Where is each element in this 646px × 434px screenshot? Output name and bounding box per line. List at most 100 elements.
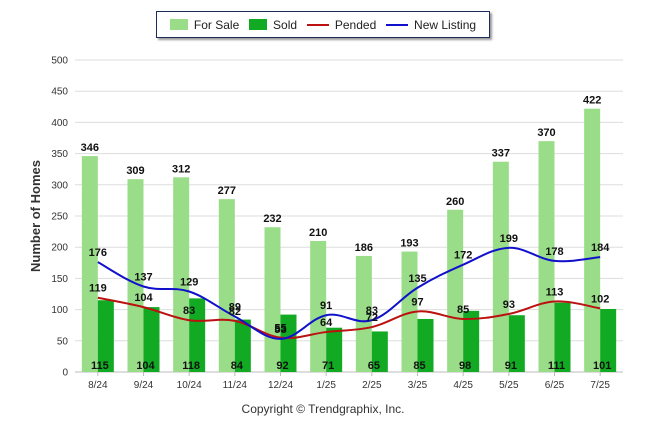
data-label-for-sale: 210 bbox=[309, 227, 327, 239]
x-tick-label: 9/24 bbox=[134, 380, 154, 391]
data-label-for-sale: 422 bbox=[583, 95, 601, 107]
data-label-new-listing: 83 bbox=[366, 305, 378, 317]
legend-item-sold[interactable]: Sold bbox=[249, 18, 297, 32]
bar-for-sale bbox=[173, 177, 190, 372]
data-label-new-listing: 129 bbox=[180, 277, 198, 289]
legend: For Sale Sold Pended New Listing bbox=[156, 11, 490, 38]
copyright: Copyright © Trendgraphix, Inc. bbox=[241, 402, 405, 416]
data-label-pended: 82 bbox=[229, 306, 241, 318]
data-label-new-listing: 172 bbox=[454, 250, 472, 262]
legend-label-new-listing: New Listing bbox=[414, 17, 477, 32]
bar-for-sale bbox=[401, 251, 418, 372]
legend-label-for-sale: For Sale bbox=[193, 17, 240, 32]
data-label-pended: 102 bbox=[591, 293, 609, 305]
data-label-sold: 85 bbox=[413, 360, 425, 372]
bar-for-sale bbox=[218, 199, 235, 372]
bar-sold bbox=[600, 308, 617, 372]
x-tick-label: 7/25 bbox=[590, 380, 610, 391]
data-label-pended: 85 bbox=[457, 304, 469, 316]
bar-for-sale bbox=[538, 141, 555, 372]
x-tick-label: 3/25 bbox=[408, 380, 428, 391]
bar-sold bbox=[371, 331, 388, 372]
x-tick-label: 2/25 bbox=[362, 380, 382, 391]
bar-for-sale bbox=[264, 227, 281, 372]
x-tick-label: 12/24 bbox=[268, 380, 293, 391]
data-label-pended: 113 bbox=[546, 286, 564, 298]
data-label-new-listing: 91 bbox=[320, 300, 332, 312]
data-label-new-listing: 178 bbox=[545, 246, 563, 258]
data-label-sold: 84 bbox=[231, 360, 244, 372]
data-label-new-listing: 135 bbox=[408, 273, 426, 285]
line-new-listing bbox=[97, 246, 601, 340]
data-label-pended: 55 bbox=[274, 323, 286, 335]
legend-swatch-for-sale bbox=[169, 19, 188, 30]
y-tick-label: 500 bbox=[51, 56, 68, 67]
x-tick-label: 5/25 bbox=[499, 380, 519, 391]
data-label-sold: 111 bbox=[548, 360, 565, 372]
data-label-new-listing: 137 bbox=[134, 272, 152, 284]
data-label-sold: 71 bbox=[322, 360, 334, 372]
data-label-sold: 104 bbox=[136, 360, 155, 372]
bar-for-sale bbox=[492, 161, 509, 372]
data-label-for-sale: 309 bbox=[126, 165, 144, 177]
x-tick-label: 10/24 bbox=[177, 380, 202, 391]
data-label-new-listing: 184 bbox=[591, 242, 610, 254]
data-label-for-sale: 312 bbox=[172, 163, 190, 175]
bar-sold bbox=[97, 300, 114, 372]
data-label-for-sale: 346 bbox=[81, 142, 99, 154]
legend-item-pended[interactable]: Pended bbox=[306, 17, 377, 32]
bar-for-sale bbox=[127, 179, 144, 372]
data-label-pended: 104 bbox=[134, 292, 153, 304]
data-label-pended: 72 bbox=[366, 312, 378, 324]
line-pended bbox=[97, 296, 601, 340]
data-label-sold: 91 bbox=[505, 360, 517, 372]
bar-sold bbox=[417, 318, 434, 372]
y-axis-title: Number of Homes bbox=[28, 160, 43, 272]
y-tick-label: 50 bbox=[57, 336, 69, 347]
bar-for-sale bbox=[584, 108, 601, 372]
data-label-for-sale: 260 bbox=[446, 196, 464, 208]
y-tick-label: 450 bbox=[51, 87, 68, 98]
data-label-sold: 115 bbox=[91, 360, 109, 372]
data-label-pended: 64 bbox=[320, 317, 333, 329]
legend-label-sold: Sold bbox=[273, 17, 298, 32]
bar-for-sale bbox=[447, 209, 464, 372]
legend-item-new-listing[interactable]: New Listing bbox=[386, 18, 476, 32]
bar-sold bbox=[234, 319, 251, 372]
y-tick-label: 0 bbox=[62, 368, 68, 379]
data-label-pended: 97 bbox=[411, 296, 423, 308]
data-label-sold: 98 bbox=[459, 360, 471, 372]
data-label-sold: 65 bbox=[368, 360, 380, 372]
data-label-sold: 101 bbox=[593, 360, 611, 372]
data-label-new-listing: 53 bbox=[274, 324, 286, 336]
data-label-for-sale: 337 bbox=[492, 148, 510, 160]
x-tick-label: 8/24 bbox=[88, 380, 108, 391]
y-tick-label: 300 bbox=[51, 180, 68, 191]
legend-swatch-pended bbox=[306, 23, 329, 26]
legend-item-for-sale[interactable]: For Sale bbox=[169, 17, 240, 32]
data-label-for-sale: 277 bbox=[218, 185, 236, 197]
data-label-new-listing: 89 bbox=[229, 301, 241, 313]
y-tick-label: 200 bbox=[51, 243, 68, 254]
x-tick-label: 6/25 bbox=[545, 380, 565, 391]
y-tick-label: 400 bbox=[51, 118, 68, 129]
x-tick-label: 1/25 bbox=[316, 380, 336, 391]
y-tick-label: 350 bbox=[51, 149, 68, 160]
data-label-for-sale: 370 bbox=[537, 127, 555, 139]
bar-sold bbox=[280, 314, 297, 372]
bar-sold bbox=[508, 315, 525, 372]
data-label-new-listing: 199 bbox=[500, 233, 518, 245]
bar-for-sale bbox=[355, 255, 372, 372]
data-label-for-sale: 232 bbox=[263, 213, 281, 225]
legend-label-pended: Pended bbox=[334, 17, 377, 32]
bar-sold bbox=[143, 307, 160, 372]
data-label-sold: 118 bbox=[182, 360, 200, 372]
data-label-for-sale: 186 bbox=[355, 242, 373, 254]
y-tick-label: 100 bbox=[51, 305, 68, 316]
x-tick-label: 4/25 bbox=[453, 380, 473, 391]
data-label-pended: 83 bbox=[183, 305, 195, 317]
y-tick-label: 250 bbox=[51, 212, 68, 223]
y-tick-label: 150 bbox=[51, 274, 68, 285]
bar-sold bbox=[326, 327, 343, 372]
